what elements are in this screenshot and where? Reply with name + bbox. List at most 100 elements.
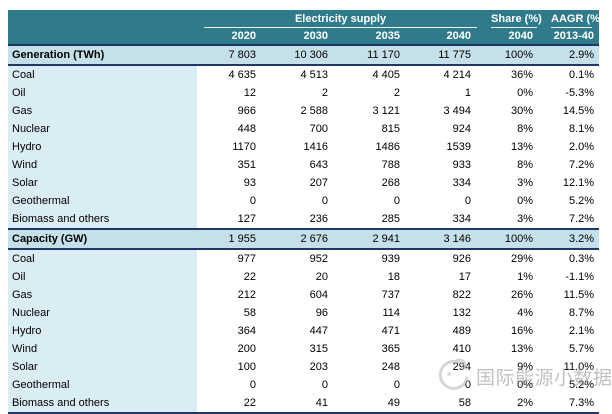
table-cell: 7.3%	[544, 394, 600, 413]
header-group-share: Share (%)	[484, 10, 545, 28]
row-label: Wind	[8, 156, 197, 174]
table-row: Geothermal 0 0 0 0 0% 5.2%	[8, 376, 600, 394]
row-label: Oil	[8, 268, 197, 286]
row-label: Nuclear	[8, 304, 197, 322]
table-cell: 4 214	[413, 65, 485, 84]
table-cell: 604	[269, 286, 341, 304]
table-cell: 8%	[484, 120, 545, 138]
row-label: Capacity (GW)	[8, 228, 197, 250]
table-cell: 966	[197, 102, 269, 120]
row-label: Nuclear	[8, 120, 197, 138]
table-cell: 334	[413, 210, 485, 229]
table-row: Gas 212 604 737 822 26% 11.5%	[8, 286, 600, 304]
table-cell: 4 635	[197, 65, 269, 84]
table-cell: 114	[341, 304, 413, 322]
table-cell: 1416	[269, 138, 341, 156]
row-label: Solar	[8, 174, 197, 192]
table-cell: 0	[413, 376, 485, 394]
table-cell: 12.1%	[544, 174, 600, 192]
header-group-electricity-supply: Electricity supply	[197, 10, 485, 28]
table-cell: 1539	[413, 138, 485, 156]
electricity-outlook-table: Electricity supply Share (%) AAGR (%) 20…	[8, 10, 604, 414]
table-cell: 22	[197, 268, 269, 286]
header-corner-cell	[8, 28, 197, 45]
table-cell: 58	[197, 304, 269, 322]
table-header: Electricity supply Share (%) AAGR (%) 20…	[8, 10, 604, 45]
table-row: Oil 22 20 18 17 1% -1.1%	[8, 268, 600, 286]
section-row: Generation (TWh) 7 803 10 306 11 170 11 775 1…	[8, 44, 600, 66]
table-cell: 643	[269, 156, 341, 174]
table-cell: 12	[197, 84, 269, 102]
table-cell: 2.9%	[544, 44, 600, 66]
group-label: Share (%)	[491, 13, 542, 28]
table-cell: 933	[413, 156, 485, 174]
table-cell: 49	[341, 394, 413, 413]
table-cell: 5.2%	[544, 192, 600, 210]
table-cell: 203	[269, 358, 341, 376]
table-cell: 7.2%	[544, 210, 600, 229]
table-cell: 4 513	[269, 65, 341, 84]
table-cell: 1486	[341, 138, 413, 156]
table-cell: 0%	[484, 376, 545, 394]
table-cell: 926	[413, 249, 485, 268]
table-row: Biomass and others 22 41 49 58 2% 7.3%	[8, 394, 600, 413]
table-cell: 8.1%	[544, 120, 600, 138]
row-label: Solar	[8, 358, 197, 376]
header-corner-cell	[8, 10, 197, 28]
table-cell: 315	[269, 340, 341, 358]
table-cell: 448	[197, 120, 269, 138]
table-cell: 30%	[484, 102, 545, 120]
table-cell: 132	[413, 304, 485, 322]
table-cell: 815	[341, 120, 413, 138]
table-cell: 3%	[484, 174, 545, 192]
table-cell: 248	[341, 358, 413, 376]
column-header-aagr-2013-40: 2013-40	[544, 28, 600, 45]
header-year-row: 2020 2030 2035 2040 2040 2013-40	[8, 28, 600, 45]
table-cell: 11.5%	[544, 286, 600, 304]
table-cell: 1170	[197, 138, 269, 156]
table-cell: 2 588	[269, 102, 341, 120]
table-cell: 18	[341, 268, 413, 286]
table-cell: 2%	[484, 394, 545, 413]
table-cell: 11.0%	[544, 358, 600, 376]
table-row: Oil 12 2 2 1 0% -5.3%	[8, 84, 600, 102]
table-cell: 0%	[484, 192, 545, 210]
table-cell: 200	[197, 340, 269, 358]
table-cell: 952	[269, 249, 341, 268]
table-row: Wind 200 315 365 410 13% 5.7%	[8, 340, 600, 358]
row-label: Geothermal	[8, 376, 197, 394]
table-row: Biomass and others 127 236 285 334 3% 7.2%	[8, 210, 600, 229]
table-cell: 127	[197, 210, 269, 229]
table-cell: 9%	[484, 358, 545, 376]
table-row: Hydro 1170 1416 1486 1539 13% 2.0%	[8, 138, 600, 156]
table-cell: 5.7%	[544, 340, 600, 358]
table-cell: 2.1%	[544, 322, 600, 340]
table-row: Solar 100 203 248 294 9% 11.0%	[8, 358, 600, 376]
table-cell: 737	[341, 286, 413, 304]
table-body: Generation (TWh) 7 803 10 306 11 170 11 775 1…	[8, 44, 600, 413]
table-row: Coal 977 952 939 926 29% 0.3%	[8, 249, 600, 268]
table-cell: 7.2%	[544, 156, 600, 174]
row-label: Hydro	[8, 322, 197, 340]
table-cell: 11 775	[413, 44, 485, 66]
table-cell: 364	[197, 322, 269, 340]
table-cell: 207	[269, 174, 341, 192]
table-cell: 14.5%	[544, 102, 600, 120]
table-cell: -5.3%	[544, 84, 600, 102]
table-cell: 58	[413, 394, 485, 413]
table-cell: 29%	[484, 249, 545, 268]
table-cell: 236	[269, 210, 341, 229]
table-cell: 1	[413, 84, 485, 102]
table-cell: 13%	[484, 138, 545, 156]
group-label: Electricity supply	[204, 13, 478, 28]
table-cell: 0	[197, 376, 269, 394]
table-cell: 100	[197, 358, 269, 376]
table-cell: 0	[413, 192, 485, 210]
row-label: Hydro	[8, 138, 197, 156]
table-cell: 100%	[484, 44, 545, 66]
row-label: Biomass and others	[8, 394, 197, 413]
table-cell: 977	[197, 249, 269, 268]
table-cell: 489	[413, 322, 485, 340]
header-group-row: Electricity supply Share (%) AAGR (%)	[8, 10, 604, 28]
table-cell: 17	[413, 268, 485, 286]
